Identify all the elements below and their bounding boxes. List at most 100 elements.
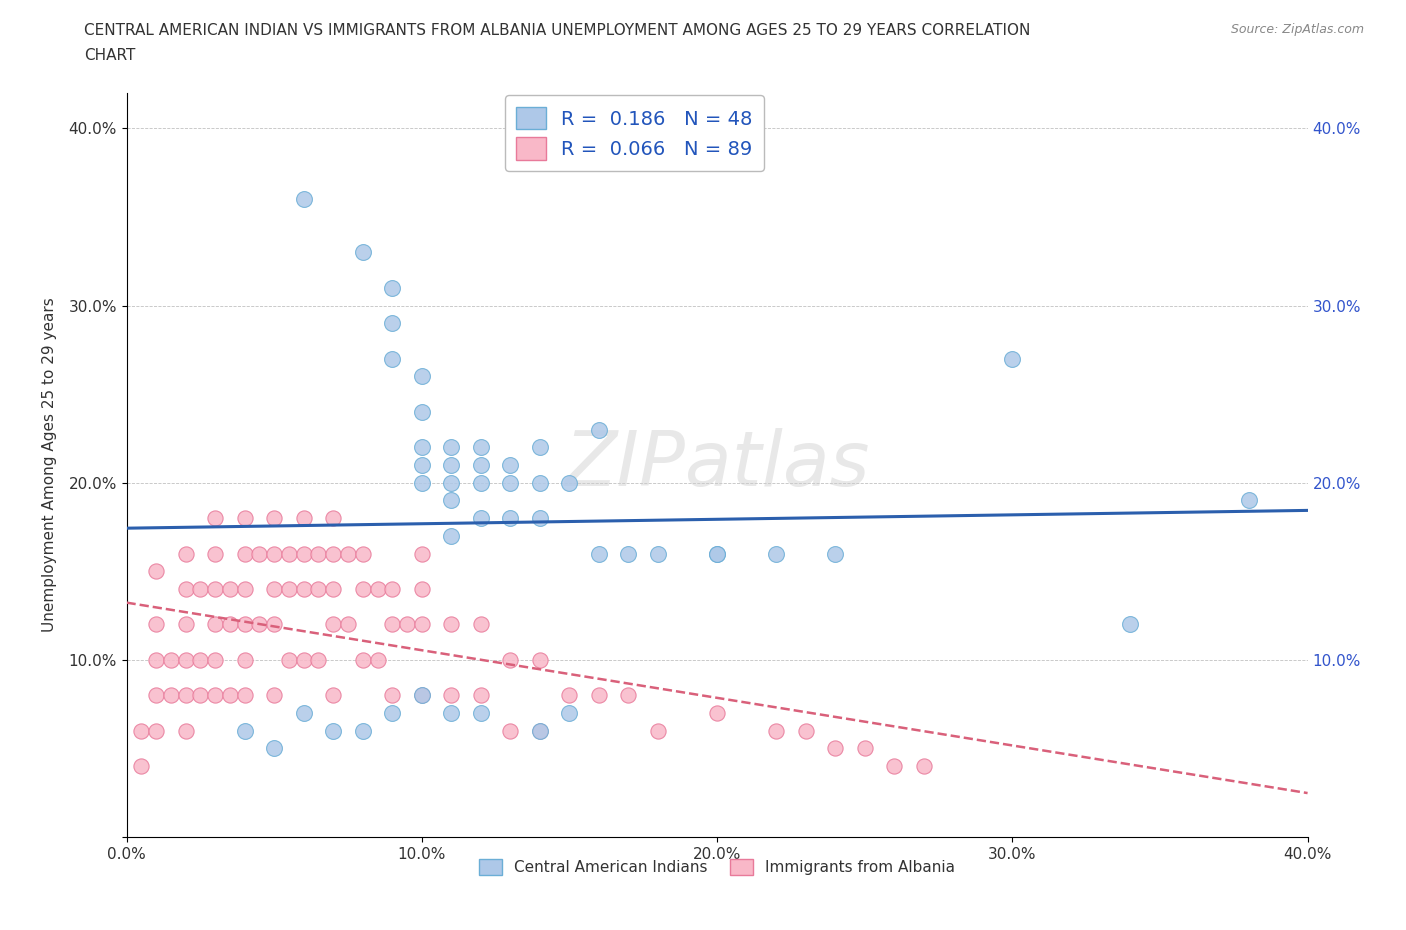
- Point: [292, 706, 315, 721]
- Point: [145, 653, 167, 668]
- Point: [440, 706, 463, 721]
- Point: [706, 706, 728, 721]
- Point: [470, 706, 492, 721]
- Point: [411, 688, 433, 703]
- Point: [588, 688, 610, 703]
- Point: [145, 564, 167, 578]
- Point: [499, 475, 522, 490]
- Point: [322, 546, 344, 561]
- Point: [263, 617, 285, 631]
- Legend: Central American Indians, Immigrants from Albania: Central American Indians, Immigrants fro…: [472, 853, 962, 882]
- Point: [367, 581, 389, 596]
- Point: [174, 581, 197, 596]
- Point: [322, 617, 344, 631]
- Point: [499, 458, 522, 472]
- Point: [824, 546, 846, 561]
- Point: [381, 316, 404, 331]
- Point: [249, 617, 271, 631]
- Text: ZIPatlas: ZIPatlas: [564, 428, 870, 502]
- Point: [337, 546, 360, 561]
- Point: [219, 617, 242, 631]
- Point: [794, 724, 817, 738]
- Point: [912, 759, 935, 774]
- Point: [440, 475, 463, 490]
- Point: [292, 511, 315, 525]
- Point: [160, 688, 183, 703]
- Point: [411, 458, 433, 472]
- Point: [352, 724, 374, 738]
- Point: [588, 546, 610, 561]
- Point: [174, 617, 197, 631]
- Point: [233, 653, 256, 668]
- Point: [352, 546, 374, 561]
- Point: [278, 653, 301, 668]
- Point: [411, 405, 433, 419]
- Point: [249, 546, 271, 561]
- Point: [233, 511, 256, 525]
- Point: [529, 724, 551, 738]
- Point: [440, 528, 463, 543]
- Point: [470, 617, 492, 631]
- Point: [381, 581, 404, 596]
- Point: [352, 245, 374, 259]
- Point: [233, 724, 256, 738]
- Point: [588, 422, 610, 437]
- Point: [233, 617, 256, 631]
- Point: [352, 653, 374, 668]
- Point: [204, 653, 226, 668]
- Point: [129, 759, 153, 774]
- Point: [292, 192, 315, 206]
- Point: [204, 617, 226, 631]
- Point: [1119, 617, 1142, 631]
- Point: [292, 581, 315, 596]
- Point: [1001, 352, 1024, 366]
- Point: [308, 546, 330, 561]
- Point: [470, 440, 492, 455]
- Point: [145, 724, 167, 738]
- Point: [706, 546, 728, 561]
- Point: [411, 369, 433, 384]
- Point: [529, 475, 551, 490]
- Point: [470, 688, 492, 703]
- Point: [558, 706, 581, 721]
- Point: [558, 475, 581, 490]
- Point: [411, 546, 433, 561]
- Point: [204, 546, 226, 561]
- Point: [219, 688, 242, 703]
- Point: [440, 493, 463, 508]
- Point: [617, 546, 640, 561]
- Point: [352, 581, 374, 596]
- Point: [617, 688, 640, 703]
- Point: [411, 688, 433, 703]
- Point: [411, 475, 433, 490]
- Point: [853, 741, 876, 756]
- Point: [292, 653, 315, 668]
- Point: [233, 546, 256, 561]
- Point: [411, 617, 433, 631]
- Point: [765, 546, 787, 561]
- Point: [174, 653, 197, 668]
- Point: [411, 581, 433, 596]
- Point: [174, 688, 197, 703]
- Point: [381, 281, 404, 296]
- Point: [411, 440, 433, 455]
- Point: [160, 653, 183, 668]
- Point: [647, 546, 669, 561]
- Point: [381, 706, 404, 721]
- Point: [219, 581, 242, 596]
- Point: [558, 688, 581, 703]
- Point: [647, 724, 669, 738]
- Point: [440, 458, 463, 472]
- Point: [322, 511, 344, 525]
- Point: [188, 688, 212, 703]
- Point: [381, 617, 404, 631]
- Point: [499, 653, 522, 668]
- Point: [883, 759, 905, 774]
- Point: [263, 546, 285, 561]
- Point: [263, 511, 285, 525]
- Point: [470, 511, 492, 525]
- Point: [233, 581, 256, 596]
- Point: [322, 724, 344, 738]
- Point: [233, 688, 256, 703]
- Point: [263, 688, 285, 703]
